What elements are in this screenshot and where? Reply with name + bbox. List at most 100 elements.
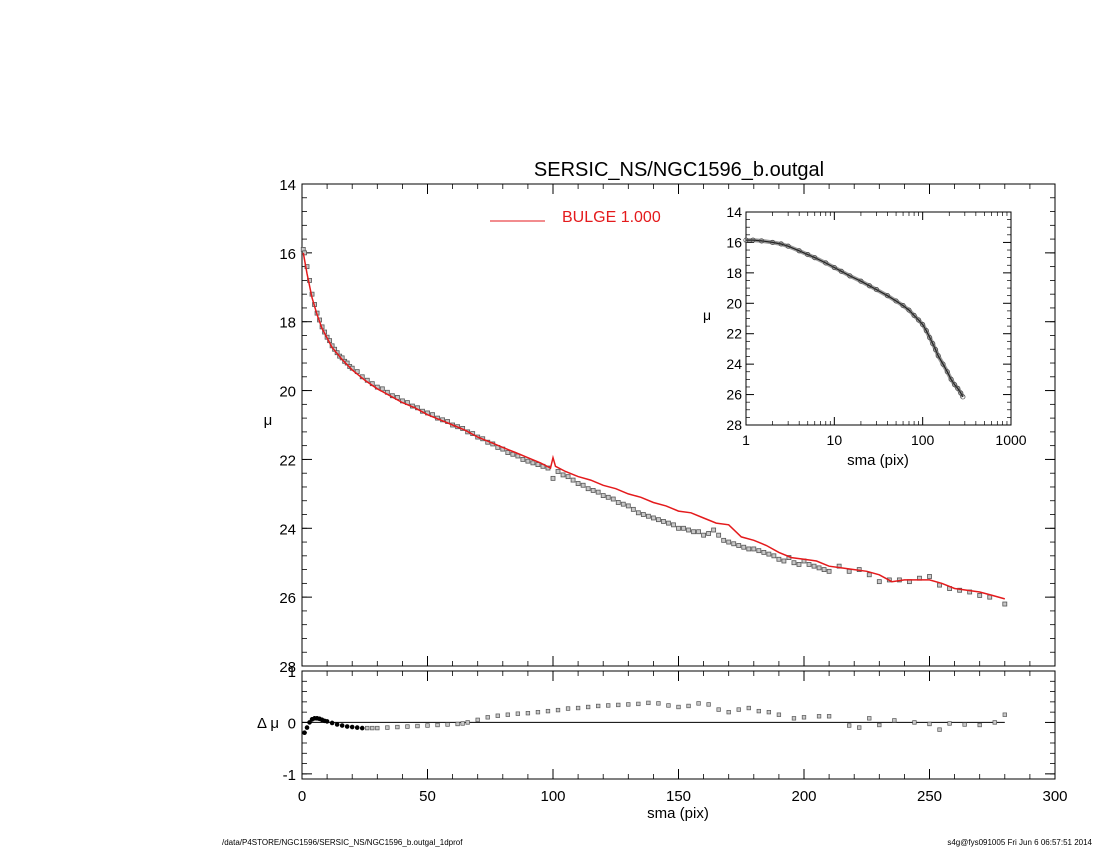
main-data-point [751,546,757,552]
main-data-point [716,532,722,538]
residual-data-point [339,723,345,728]
residual-data-point [344,724,350,729]
main-data-point [565,474,571,480]
inset-data-point [805,252,811,258]
residual-data-point [395,724,400,730]
residual-data-point [535,709,541,715]
inset-data-point [952,382,958,388]
inset-data-point [958,390,964,396]
residual-data-point [867,716,872,721]
main-y-tick-label: 24 [279,521,296,538]
residual-data-point [485,715,490,720]
residual-data-point [302,730,307,736]
main-data-point [610,496,616,502]
chart-title: SERSIC_NS/NGC1596_b.outgal [534,159,824,181]
residual-data-point [716,707,721,712]
main-data-point [796,562,802,567]
legend: BULGE 1.000 [490,209,661,226]
inset-data-point [930,341,936,347]
residual-data-point [706,702,711,707]
inset-data-point [750,237,756,243]
main-data-point [620,501,626,507]
main-data-point [661,519,666,524]
main-data-point [645,513,651,519]
residual-data-point [324,719,330,724]
residual-y-tick-labels: -1 0 1 [283,664,296,784]
main-data-point [706,531,712,536]
residual-data-point [746,705,751,711]
residual-data-point [646,700,651,706]
main-data-point [731,541,737,547]
main-data-point [555,469,561,474]
residual-data-point [359,725,365,731]
residual-x-tick-label: 0 [298,788,306,805]
residual-data-point [585,704,591,710]
residual-data-point [307,720,312,725]
main-y-axis-label: μ [264,412,273,429]
residual-series [302,700,1007,736]
main-data-point [791,560,797,566]
residual-data-point [616,702,621,708]
main-data-point [590,488,596,493]
residual-data-point [495,713,500,718]
residual-data-point [596,703,601,709]
residual-data-point [375,725,380,731]
residual-data-point [791,716,797,721]
bulge-model-line [302,252,1006,600]
main-data-point [741,544,747,550]
main-data-point [977,593,983,598]
inset-data-point [927,334,933,341]
residual-data-point [937,727,942,732]
residual-plot-frame [301,670,1056,780]
main-data-point [696,529,701,535]
residual-y-tick-label: 0 [288,715,296,732]
main-data-point [302,250,307,256]
inset-x-axis-label: sma (pix) [847,452,909,469]
inset-y-tick-label: 16 [726,234,742,250]
residual-data-point [736,707,741,712]
main-data-point [600,493,606,498]
main-data-point [605,494,611,500]
main-data-point [846,568,852,574]
footer-file-path: /data/P4STORE/NGC1596/SERSIC_NS/NGC1596_… [222,838,463,847]
main-y-tick-label: 22 [279,452,296,469]
residual-data-point [445,722,450,727]
residual-data-point [962,722,967,727]
inset-data-point [893,298,899,304]
main-y-tick-label: 26 [279,590,296,607]
residual-data-point [349,724,355,730]
residual-x-axis-label: sma (pix) [647,805,709,822]
residual-data-point [1002,712,1007,717]
main-data-point [505,450,511,455]
inset-data-point [858,278,864,284]
residual-data-point [857,725,862,730]
main-data-point [560,472,566,478]
residual-data-point [766,709,772,715]
main-data-point [761,549,767,555]
main-data-point [580,482,586,488]
footer-timestamp: s4g@fys091005 Fri Jun 6 06:57:51 2014 [947,838,1092,847]
main-data-point [595,489,601,495]
main-data-point [550,475,556,481]
inset-x-tick-label: 1 [742,432,750,448]
inset-y-axis-label: μ [703,307,711,323]
main-data-point [671,522,676,528]
main-data-point [781,558,787,564]
residual-x-tick-label: 50 [419,788,436,805]
main-data-point [711,527,717,533]
residual-data-point [636,701,641,707]
main-data-point [640,512,646,517]
residual-data-point [455,721,460,727]
main-data-point [866,572,872,578]
inset-y-tick-label: 20 [726,295,742,311]
residual-data-point [877,722,882,728]
residual-y-axis-label: Δ μ [257,715,279,732]
residual-data-point [666,703,671,708]
main-data-point [570,477,576,483]
main-data-point [651,515,656,521]
inset-data-point [923,328,929,334]
residual-data-point [912,720,917,725]
residual-data-point [826,714,832,719]
inset-y-tick-label: 26 [726,387,742,403]
inset-data-point [823,260,829,266]
